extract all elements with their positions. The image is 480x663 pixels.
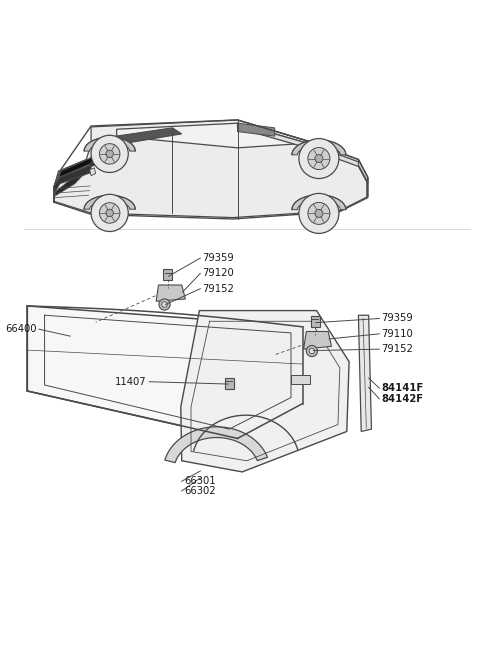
Circle shape (309, 348, 315, 354)
Text: 79152: 79152 (382, 344, 414, 354)
Text: 66301: 66301 (184, 476, 216, 486)
Polygon shape (90, 168, 96, 176)
Circle shape (308, 148, 330, 170)
Polygon shape (238, 123, 275, 136)
Bar (291, 375, 310, 384)
Polygon shape (84, 196, 135, 210)
Polygon shape (116, 128, 182, 143)
Bar (311, 316, 320, 327)
Polygon shape (181, 310, 349, 472)
Polygon shape (54, 120, 368, 217)
Text: 79359: 79359 (203, 253, 234, 263)
Circle shape (106, 150, 113, 158)
Polygon shape (303, 332, 332, 349)
Text: 79152: 79152 (203, 284, 235, 294)
Text: 79359: 79359 (382, 314, 413, 324)
Bar (163, 269, 172, 280)
Polygon shape (117, 123, 307, 148)
Circle shape (99, 144, 120, 164)
Polygon shape (54, 165, 91, 202)
Text: 79120: 79120 (203, 269, 234, 278)
Polygon shape (292, 195, 346, 210)
Circle shape (159, 299, 170, 310)
Circle shape (306, 345, 317, 357)
Polygon shape (27, 306, 302, 438)
Text: 79110: 79110 (382, 329, 413, 339)
Bar (225, 377, 234, 389)
Text: 11407: 11407 (115, 377, 147, 387)
Polygon shape (55, 136, 116, 192)
Circle shape (106, 210, 113, 217)
Polygon shape (165, 427, 267, 463)
Circle shape (91, 194, 128, 231)
Circle shape (99, 203, 120, 223)
Text: 66302: 66302 (184, 486, 216, 496)
Text: 84141F: 84141F (382, 383, 424, 393)
Polygon shape (292, 140, 346, 155)
Polygon shape (55, 142, 126, 196)
Circle shape (91, 135, 128, 172)
Polygon shape (156, 285, 185, 301)
Circle shape (315, 210, 323, 217)
Circle shape (308, 202, 330, 224)
Polygon shape (238, 123, 368, 184)
Circle shape (299, 139, 339, 178)
Circle shape (162, 302, 168, 308)
Polygon shape (359, 315, 372, 432)
Text: 66400: 66400 (5, 324, 36, 334)
Polygon shape (84, 137, 135, 151)
Circle shape (299, 194, 339, 233)
Polygon shape (359, 160, 368, 197)
Text: 84142F: 84142F (382, 394, 424, 404)
Circle shape (315, 154, 323, 162)
